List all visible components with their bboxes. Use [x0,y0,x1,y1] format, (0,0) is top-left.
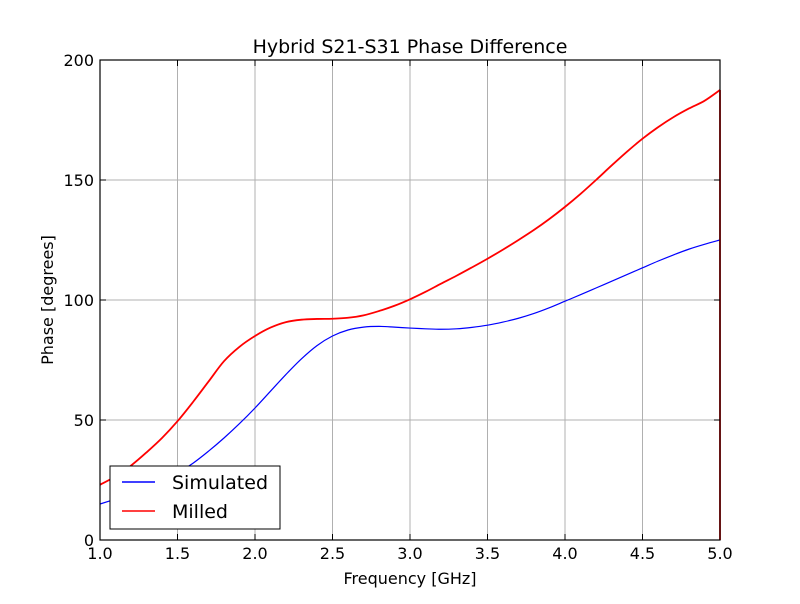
legend-label-milled: Milled [172,501,228,523]
x-tick-label: 3.5 [475,544,500,563]
y-tick-label: 0 [84,531,94,550]
chart-title: Hybrid S21-S31 Phase Difference [253,36,568,58]
y-axis-label: Phase [degrees] [38,235,57,365]
x-tick-label: 4.0 [552,544,577,563]
y-tick-label: 100 [63,291,94,310]
x-tick-label: 2.0 [242,544,267,563]
axis-ticks [99,59,721,541]
legend: Simulated Milled [109,465,281,530]
legend-label-simulated: Simulated [172,472,268,494]
series-line-milled [99,89,721,486]
x-tick-label: 1.0 [87,544,112,563]
x-tick-label: 1.5 [165,544,190,563]
x-axis-label: Frequency [GHz] [343,569,476,588]
series-line-simulated [99,239,721,505]
x-tick-label: 4.5 [630,544,655,563]
x-tick-label: 2.5 [320,544,345,563]
y-tick-label: 150 [63,171,94,190]
x-tick-label: 5.0 [707,544,732,563]
y-tick-label: 50 [74,411,94,430]
x-tick-label: 3.0 [397,544,422,563]
legend-frame [109,465,281,530]
y-tick-label: 200 [63,51,94,70]
axis-tick-labels: 1.0 1.5 2.0 2.5 3.0 3.5 4.0 4.5 5.0 0 50 100 150 200 [63,51,732,563]
